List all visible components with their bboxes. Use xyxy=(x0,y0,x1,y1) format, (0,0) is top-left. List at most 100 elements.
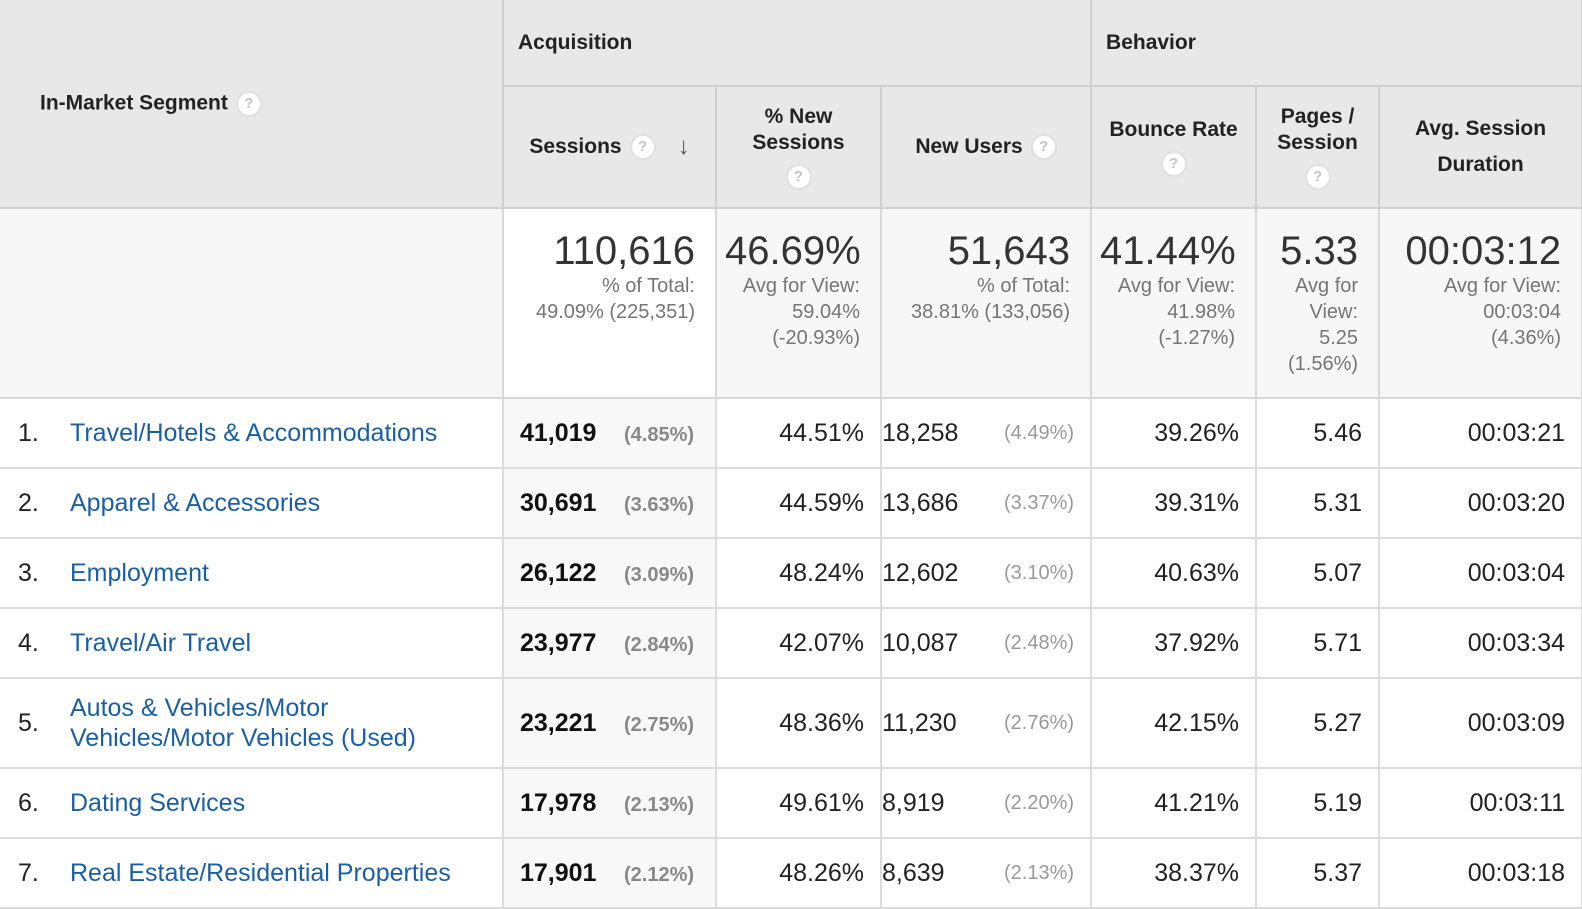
sessions-value: 23,221 xyxy=(520,708,597,737)
avg-duration-column-header[interactable]: Avg. Session Duration xyxy=(1379,86,1582,209)
segment-link[interactable]: Travel/Air Travel xyxy=(70,629,252,658)
sessions-cell: 30,691 (3.63%) xyxy=(503,468,717,539)
pages-session-cell: 5.27 xyxy=(1256,678,1381,769)
sessions-percent: (2.13%) xyxy=(624,793,695,816)
segment-cell: 7. Real Estate/Residential Properties xyxy=(0,838,504,909)
sessions-value: 23,977 xyxy=(520,628,597,657)
new-users-value: 8,919 xyxy=(882,788,945,817)
new-users-header-label: New Users xyxy=(915,134,1023,158)
new-users-value: 10,087 xyxy=(882,628,959,657)
sessions-column-header[interactable]: Sessions? ↓ xyxy=(503,86,717,209)
new-users-cell: 12,602 (3.10%) xyxy=(881,538,1093,609)
help-icon[interactable]: ? xyxy=(629,134,656,161)
new-users-cell: 8,639 (2.13%) xyxy=(881,838,1093,909)
help-icon[interactable]: ? xyxy=(235,90,262,117)
sessions-percent: (3.63%) xyxy=(624,493,695,516)
totals-row: 110,616 % of Total: 49.09% (225,351) 46.… xyxy=(0,208,1582,399)
segment-link[interactable]: Apparel & Accessories xyxy=(70,489,321,518)
table-row: 2. Apparel & Accessories 30,691 (3.63%) 44… xyxy=(0,468,1582,539)
new-users-cell: 18,258 (4.49%) xyxy=(881,398,1093,469)
totals-avg-duration: 00:03:12 Avg for View: 00:03:04 (4.36%) xyxy=(1379,208,1582,399)
bounce-rate-cell: 39.26% xyxy=(1091,398,1258,469)
segment-link[interactable]: Travel/Hotels & Accommodations xyxy=(70,419,438,448)
new-users-value: 11,230 xyxy=(882,708,957,737)
new-users-cell: 13,686 (3.37%) xyxy=(881,468,1093,539)
sessions-percent: (2.84%) xyxy=(624,633,695,656)
segment-header-label: In-Market Segment xyxy=(40,91,228,115)
sessions-value: 26,122 xyxy=(520,558,597,587)
row-index: 1. xyxy=(18,418,39,447)
segment-cell: 2. Apparel & Accessories xyxy=(0,468,504,539)
sessions-percent: (2.12%) xyxy=(624,863,695,886)
totals-new-users: 51,643 % of Total: 38.81% (133,056) xyxy=(881,208,1093,399)
help-icon[interactable]: ? xyxy=(1160,151,1187,177)
sort-descending-icon[interactable]: ↓ xyxy=(677,133,690,161)
bounce-rate-cell: 37.92% xyxy=(1091,608,1258,679)
pages-session-header-label: Pages / Session xyxy=(1277,105,1358,154)
segment-cell: 5. Autos & Vehicles/Motor Vehicles/Motor … xyxy=(0,678,504,769)
sessions-percent: (3.09%) xyxy=(624,563,695,586)
sessions-percent: (4.85%) xyxy=(624,423,695,446)
sessions-cell: 23,977 (2.84%) xyxy=(503,608,717,679)
sessions-cell: 17,901 (2.12%) xyxy=(503,838,717,909)
help-icon[interactable]: ? xyxy=(1304,164,1331,190)
new-users-percent: (3.10%) xyxy=(1004,561,1075,584)
segment-column-header[interactable]: In-Market Segment? xyxy=(0,0,504,209)
new-sessions-cell: 44.59% xyxy=(716,468,882,539)
sessions-cell: 23,221 (2.75%) xyxy=(503,678,717,769)
segment-cell: 6. Dating Services xyxy=(0,768,504,839)
table-row: 4. Travel/Air Travel 23,977 (2.84%) 42.07%… xyxy=(0,608,1582,679)
table-row: 6. Dating Services 17,978 (2.13%) 49.61% 8… xyxy=(0,768,1582,839)
sessions-value: 17,978 xyxy=(520,788,597,817)
new-users-value: 13,686 xyxy=(882,488,959,517)
new-sessions-cell: 48.36% xyxy=(716,678,882,769)
avg-duration-cell: 00:03:20 xyxy=(1379,468,1582,539)
new-sessions-header-label: % New Sessions xyxy=(752,105,845,154)
sessions-cell: 41,019 (4.85%) xyxy=(503,398,717,469)
table-row: 7. Real Estate/Residential Properties 17,… xyxy=(0,838,1582,909)
new-users-percent: (2.20%) xyxy=(1004,791,1075,814)
segment-link[interactable]: Employment xyxy=(70,559,209,588)
new-sessions-cell: 48.24% xyxy=(716,538,882,609)
new-sessions-cell: 42.07% xyxy=(716,608,882,679)
totals-sessions: 110,616 % of Total: 49.09% (225,351) xyxy=(503,208,717,399)
help-icon[interactable]: ? xyxy=(785,164,812,190)
pages-session-column-header[interactable]: Pages / Session? xyxy=(1256,86,1381,209)
sessions-value: 17,901 xyxy=(520,858,597,887)
bounce-rate-cell: 40.63% xyxy=(1091,538,1258,609)
segment-link[interactable]: Dating Services xyxy=(70,789,246,818)
avg-duration-header-label: Avg. Session Duration xyxy=(1414,117,1547,176)
pages-session-cell: 5.31 xyxy=(1256,468,1381,539)
new-users-column-header[interactable]: New Users? xyxy=(881,86,1093,209)
table-row: 1. Travel/Hotels & Accommodations 41,019 (… xyxy=(0,398,1582,469)
bounce-rate-column-header[interactable]: Bounce Rate? xyxy=(1091,86,1258,209)
new-sessions-column-header[interactable]: % New Sessions? xyxy=(716,86,882,209)
bounce-rate-header-label: Bounce Rate xyxy=(1109,118,1238,141)
totals-new-sessions: 46.69% Avg for View: 59.04% (-20.93%) xyxy=(716,208,882,399)
segment-cell: 1. Travel/Hotels & Accommodations xyxy=(0,398,504,469)
new-users-value: 8,639 xyxy=(882,858,945,887)
pages-session-cell: 5.71 xyxy=(1256,608,1381,679)
segment-link[interactable]: Autos & Vehicles/Motor Vehicles/Motor Ve… xyxy=(70,694,416,752)
avg-duration-cell: 00:03:09 xyxy=(1379,678,1582,769)
bounce-rate-cell: 42.15% xyxy=(1091,678,1258,769)
help-icon[interactable]: ? xyxy=(1030,134,1057,161)
segment-cell: 3. Employment xyxy=(0,538,504,609)
pages-session-cell: 5.37 xyxy=(1256,838,1381,909)
avg-duration-cell: 00:03:11 xyxy=(1379,768,1582,839)
row-index: 6. xyxy=(18,788,39,817)
totals-label-cell xyxy=(0,208,504,399)
new-users-value: 18,258 xyxy=(882,418,959,447)
bounce-rate-cell: 38.37% xyxy=(1091,838,1258,909)
avg-duration-cell: 00:03:18 xyxy=(1379,838,1582,909)
segment-cell: 4. Travel/Air Travel xyxy=(0,608,504,679)
sessions-cell: 26,122 (3.09%) xyxy=(503,538,717,609)
new-users-percent: (2.13%) xyxy=(1004,861,1075,884)
sessions-percent: (2.75%) xyxy=(624,713,695,736)
segment-link[interactable]: Real Estate/Residential Properties xyxy=(70,859,451,888)
new-users-cell: 8,919 (2.20%) xyxy=(881,768,1093,839)
row-index: 2. xyxy=(18,488,39,517)
behavior-group-header: Behavior xyxy=(1091,0,1582,87)
new-users-percent: (4.49%) xyxy=(1004,421,1075,444)
